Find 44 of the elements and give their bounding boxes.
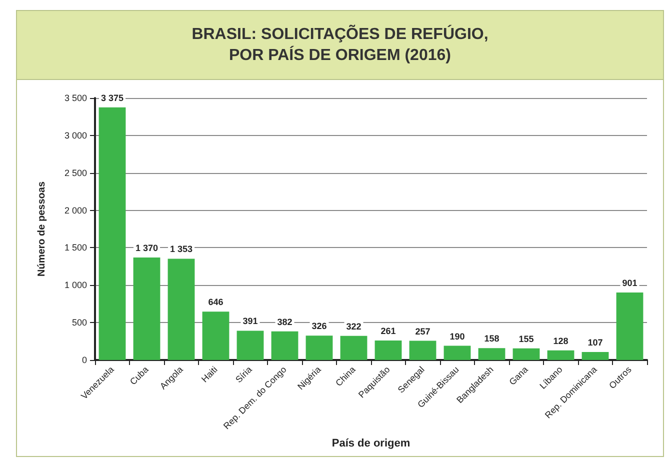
- bar: [306, 336, 333, 360]
- data-label: 322: [346, 321, 362, 332]
- data-label: 158: [484, 334, 500, 344]
- data-label: 1 370: [135, 242, 158, 253]
- data-label: 128: [553, 336, 568, 346]
- data-label: 391: [242, 316, 258, 326]
- bar: [133, 257, 160, 360]
- data-label: 901: [622, 278, 638, 288]
- data-label: 155: [518, 334, 534, 344]
- y-tick-label: 3 000: [64, 130, 87, 140]
- bar: [478, 348, 506, 360]
- y-tick-label: 500: [72, 318, 87, 328]
- data-label: 261: [380, 326, 396, 336]
- y-tick-label: 2 500: [64, 168, 87, 178]
- bar: [409, 340, 436, 360]
- y-tick-label: 1 000: [64, 280, 87, 290]
- bar: [202, 312, 230, 360]
- y-axis-title: Número de pessoas: [36, 181, 48, 277]
- x-tick-label: Síria: [234, 364, 254, 385]
- data-label: 107: [588, 337, 603, 348]
- bar: [168, 258, 195, 360]
- data-label: 257: [415, 326, 430, 336]
- data-label: 326: [312, 321, 327, 332]
- data-label: 3 375: [100, 92, 124, 103]
- bar: [271, 331, 298, 360]
- bar: [98, 107, 126, 360]
- data-label: 382: [277, 316, 292, 327]
- bar: [582, 352, 609, 360]
- bar: [512, 348, 540, 360]
- bar: [236, 330, 264, 360]
- bar: [547, 350, 574, 360]
- bar: [444, 346, 471, 360]
- y-tick-label: 1 500: [64, 242, 87, 253]
- data-label: 1 353: [170, 244, 193, 254]
- chart-title: BRASIL: SOLICITAÇÕES DE REFÚGIO, POR PAÍS DE ORIGEM (2016): [17, 11, 663, 80]
- bar: [616, 292, 644, 360]
- y-tick-label: 2 000: [64, 205, 87, 216]
- x-axis-title: País de origem: [332, 438, 410, 450]
- data-label: 646: [208, 297, 224, 308]
- y-tick-label: 0: [82, 355, 87, 365]
- bar: [374, 340, 402, 360]
- data-label: 190: [450, 331, 465, 342]
- bar: [340, 336, 368, 360]
- y-tick-label: 3 500: [64, 93, 87, 103]
